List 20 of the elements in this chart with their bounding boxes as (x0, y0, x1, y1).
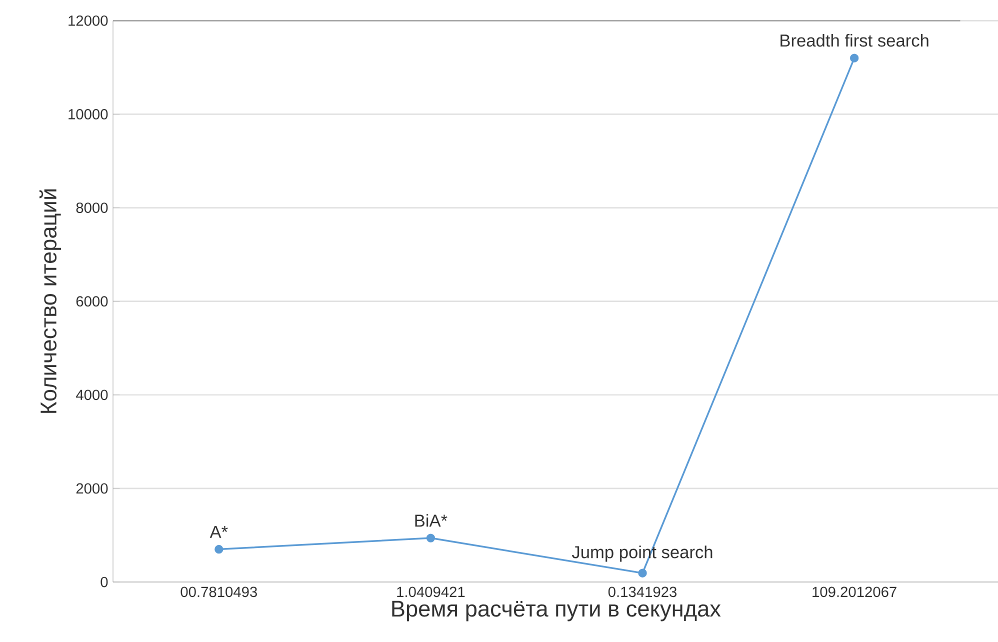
x-tick-label: 00.7810493 (180, 586, 257, 598)
y-tick-label: 4000 (76, 390, 108, 400)
y-tick-label: 0 (100, 576, 108, 588)
y-tick-label: 2000 (76, 483, 108, 494)
y-tick-label: 10000 (68, 109, 108, 120)
y-tick-label: 6000 (76, 296, 108, 307)
x-tick-label: 1.0409421 (397, 586, 465, 598)
x-axis-title: Время расчёта пути в секундах (392, 600, 721, 622)
annotation: A* (210, 526, 228, 538)
point (426, 534, 436, 542)
annotation: BiA* (415, 514, 448, 527)
annotation: Breadth first search (780, 34, 928, 47)
point (214, 544, 224, 554)
y-tick-label: 12000 (68, 15, 108, 26)
x-tick-label: 0.1341923 (608, 586, 677, 598)
x-tick-label: 109.2012067 (812, 586, 896, 598)
y-tick-label: 8000 (76, 202, 108, 213)
point (638, 568, 647, 578)
y-axis-title: Количество итераций (39, 189, 62, 413)
point (850, 54, 859, 62)
